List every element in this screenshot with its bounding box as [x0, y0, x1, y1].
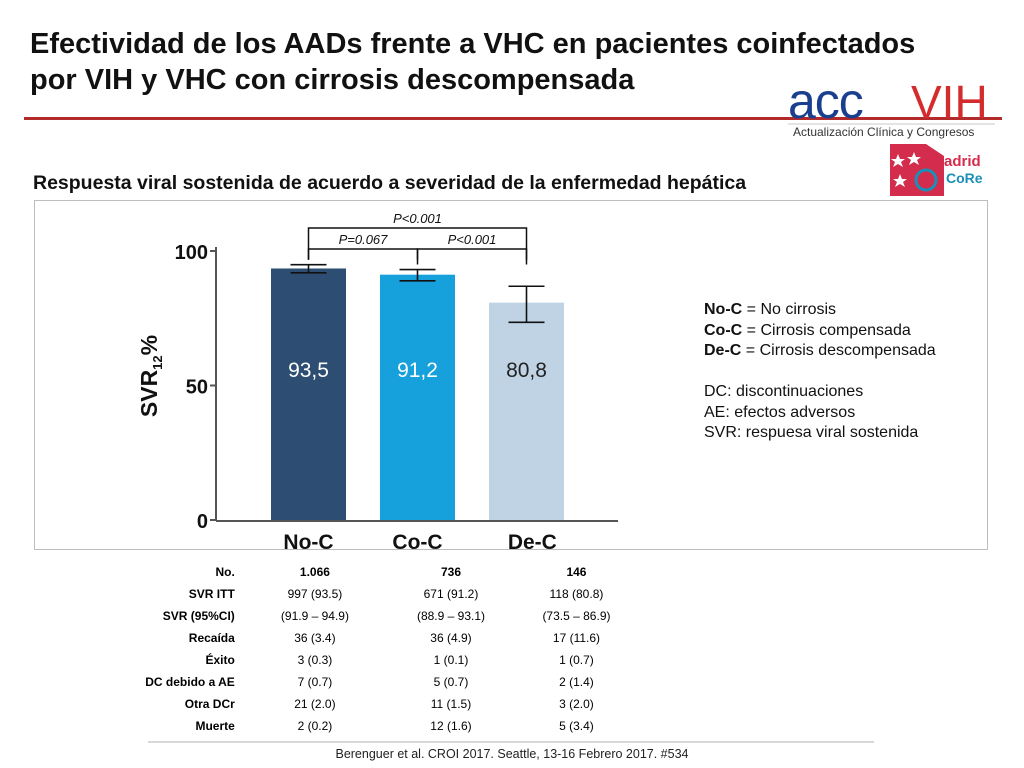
legend-row-no-c: No-C = No cirrosis — [704, 300, 936, 321]
chart-frame — [34, 200, 988, 550]
legend-row-de-c: De-C = Cirrosis descompensada — [704, 341, 936, 362]
significance-label: P<0.001 — [393, 211, 442, 226]
y-axis-label-unit: % — [136, 335, 162, 355]
table-row: SVR (95%CI) (91.9 – 94.9) (88.9 – 93.1) … — [100, 605, 640, 627]
table-cell: 5 (3.4) — [559, 719, 594, 733]
footer-divider — [148, 741, 874, 743]
table-cell: 3 (2.0) — [559, 697, 594, 711]
x-category-label: _De-C — [495, 531, 557, 549]
row-label: SVR (95%CI) — [162, 609, 235, 623]
x-category-label: Co-C — [392, 531, 442, 549]
x-category-label: No-C — [283, 531, 333, 549]
legend-text: = Cirrosis descompensada — [741, 342, 936, 359]
legend-abbr: De-C — [704, 342, 742, 359]
table-cell: 12 (1.6) — [430, 719, 472, 733]
table-cell: 1 (0.1) — [433, 653, 469, 667]
bar-value-label: 91,2 — [397, 359, 438, 382]
y-tick-label: 0 — [197, 511, 208, 533]
table-row: DC debido a AE 7 (0.7) 5 (0.7) 2 (1.4) — [100, 671, 640, 693]
row-label: DC debido a AE — [145, 675, 235, 689]
row-label: SVR ITT — [188, 587, 235, 601]
table-cell: 36 (4.9) — [430, 631, 472, 645]
logo-tagline: Actualización Clínica y Congresos — [793, 125, 974, 139]
legend-abbr: Co-C — [704, 321, 743, 339]
table-cell: 118 (80.8) — [549, 587, 604, 601]
slide-title-line-1: Efectividad de los AADs frente a VHC en … — [30, 28, 916, 60]
table-cell: 11 (1.5) — [430, 697, 472, 711]
significance-bracket — [416, 248, 528, 265]
core-text: CoRe — [946, 170, 983, 186]
chart-axes: 0 50 100 — [175, 242, 618, 533]
legend-text: = No cirrosis — [742, 301, 837, 318]
row-label: Recaída — [188, 631, 235, 645]
table-row: Éxito 3 (0.3) 1 (0.1) 1 (0.7) — [100, 649, 640, 671]
acc-vih-logo: acc VIH Actualización Clínica y Congreso… — [788, 78, 995, 139]
table-cell: 2 (1.4) — [559, 675, 594, 689]
significance-label: P=0.067 — [339, 232, 389, 247]
slide-title-line-2: por VIH y VHC con cirrosis descompensada — [30, 64, 635, 96]
table-row: SVR ITT 997 (93.5) 671 (91.2) 118 (80.8) — [100, 583, 640, 605]
bar-value-label: 93,5 — [288, 359, 329, 382]
logo-vih-text: VIH — [911, 78, 988, 128]
bar-chart: 0 50 100 93,5 No-C 91,2 Co-C 80,8 _De-C P=0.067… — [136, 211, 618, 549]
virus-icon — [914, 168, 938, 192]
madrid-text: adrid — [944, 153, 981, 170]
logo-acc-text: acc — [788, 78, 863, 129]
bar-2 — [380, 274, 455, 520]
chart-subtitle: Respuesta viral sostenida de acuerdo a s… — [33, 172, 747, 194]
table-cell: (88.9 – 93.1) — [416, 609, 485, 623]
bar-1 — [271, 268, 346, 520]
table-cell: 146 — [566, 565, 587, 579]
slide-title: Efectividad de los AADs frente a VHC en … — [30, 26, 970, 98]
bar-value-label: 80,8 — [506, 359, 547, 382]
legend-note-svr: SVR: respuesa viral sostenida — [704, 424, 919, 441]
legend-abbr: No-C — [704, 301, 743, 318]
table-cell: 7 (0.7) — [297, 675, 333, 689]
row-label: Muerte — [195, 719, 235, 733]
y-axis-label-subscript: 12 — [150, 355, 165, 369]
table-cell: 671 (91.2) — [423, 587, 479, 601]
table-cell: (91.9 – 94.9) — [280, 609, 349, 623]
table-row: Recaída 36 (3.4) 36 (4.9) 17 (11.6) — [100, 627, 640, 649]
legend-note-ae: AE: efectos adversos — [704, 403, 856, 421]
y-tick-label: 100 — [175, 242, 208, 264]
significance-bracket — [307, 248, 419, 260]
table-cell: 3 (0.3) — [297, 653, 333, 667]
row-label: No. — [215, 565, 235, 579]
table-cell: 2 (0.2) — [297, 719, 333, 733]
significance-label: P<0.001 — [448, 232, 497, 247]
y-axis-label-main: SVR — [136, 369, 162, 417]
table-cell: 17 (11.6) — [552, 631, 601, 645]
madrid-core-logo: adrid CoRe — [890, 144, 983, 196]
table-header-row: No. 1.066 736 146 — [100, 561, 640, 583]
legend-note-dc: DC: discontinuaciones — [704, 383, 864, 400]
legend-row-co-c: Co-C = Cirrosis compensada — [704, 321, 936, 342]
row-label: Otra DCr — [184, 697, 235, 711]
table-cell: 5 (0.7) — [433, 675, 469, 689]
title-divider — [24, 117, 1002, 120]
significance-bracket — [307, 227, 528, 260]
table-row: Otra DCr 21 (2.0) 11 (1.5) 3 (2.0) — [100, 693, 640, 715]
citation-footer: Berenguer et al. CROI 2017. Seattle, 13-… — [335, 747, 689, 761]
table-cell: 736 — [440, 565, 461, 579]
chart-legend: No-C = No cirrosis Co-C = Cirrosis compe… — [704, 300, 936, 444]
table-cell: (73.5 – 86.9) — [542, 609, 611, 623]
table-cell: 997 (93.5) — [287, 587, 343, 601]
table-cell: 21 (2.0) — [294, 697, 336, 711]
chart-bars: 93,5 No-C 91,2 Co-C 80,8 _De-C — [271, 263, 564, 549]
table-cell: 1.066 — [299, 565, 330, 579]
y-axis-label: SVR12% — [136, 335, 165, 417]
results-table: No. 1.066 736 146 SVR ITT 997 (93.5) 671… — [100, 561, 640, 737]
significance-brackets: P=0.067 P<0.001 P<0.001 — [307, 211, 528, 265]
table-cell: 36 (3.4) — [294, 631, 336, 645]
legend-text: = Cirrosis compensada — [742, 321, 911, 339]
table-row: Muerte 2 (0.2) 12 (1.6) 5 (3.4) — [100, 715, 640, 737]
y-tick-label: 50 — [186, 377, 208, 399]
row-label: Éxito — [205, 653, 235, 667]
madrid-shield-icon — [890, 144, 944, 196]
bar-3 — [489, 302, 564, 520]
table-cell: 1 (0.7) — [559, 653, 594, 667]
